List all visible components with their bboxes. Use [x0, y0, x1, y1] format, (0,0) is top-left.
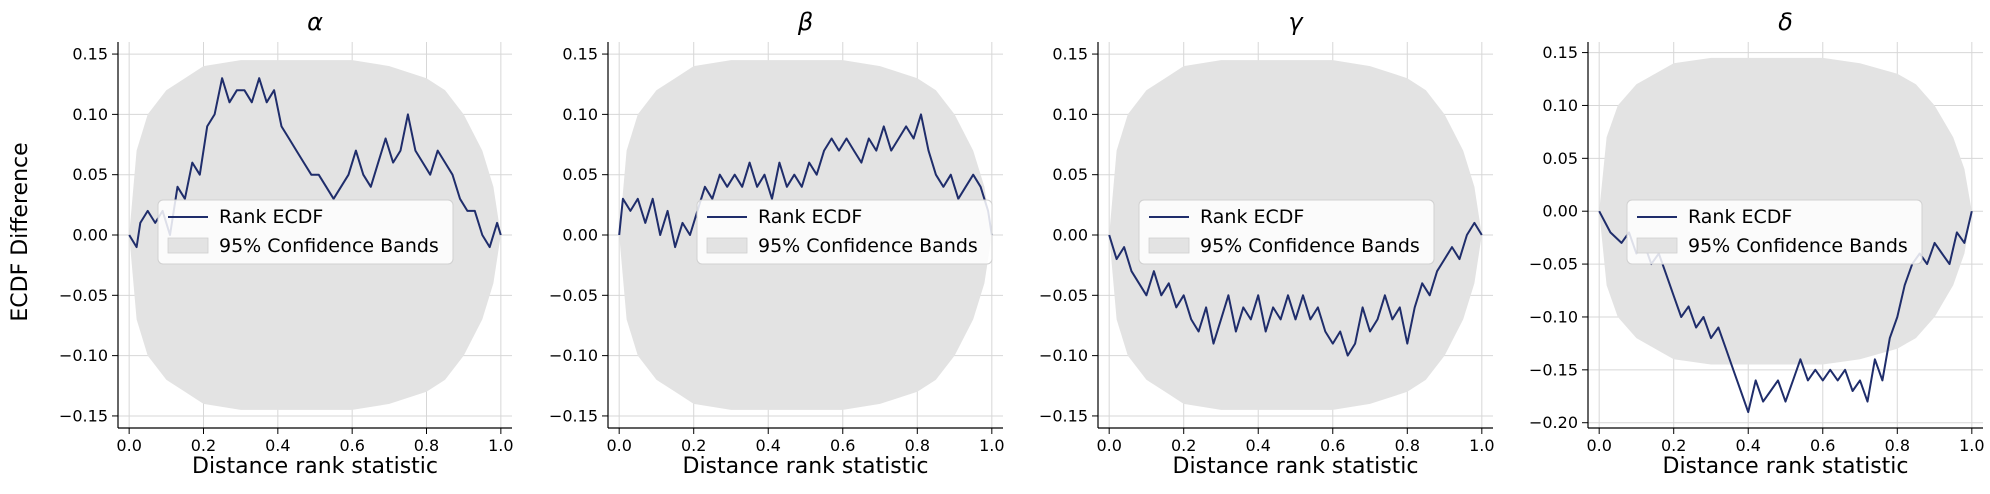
- rank-ecdf-line: [1598, 210, 1973, 414]
- x-tick-label: 0.4: [1246, 436, 1271, 455]
- subplot-title: δ: [1778, 8, 1793, 36]
- legend-box: [1626, 199, 1923, 265]
- y-tick-label: 0.15: [72, 45, 108, 64]
- y-tick-label: −0.10: [59, 346, 108, 365]
- x-tick-label: 0.0: [116, 436, 141, 455]
- x-tick-label: 0.4: [265, 436, 290, 455]
- x-tick-label: 0.4: [756, 436, 781, 455]
- y-tick-label: −0.05: [549, 286, 598, 305]
- subplot-beta: 0.0 0.2 0.4 0.6 0.8 1.0 −0.15 −0.10 −0.05 0.00 0.0…: [549, 8, 1005, 479]
- legend-label-confidence-bands: 95% Confidence Bands: [758, 235, 978, 257]
- subplot-title: γ: [1288, 8, 1304, 36]
- y-tick-label: 0.15: [1542, 43, 1578, 62]
- shared-y-axis-label: ECDF Difference: [8, 142, 33, 321]
- x-tick-label: 0.4: [1736, 436, 1761, 455]
- subplot-delta: 0.0 0.2 0.4 0.6 0.8 1.0 −0.20 −0.15 −0.10 −0.05 0.…: [1529, 8, 1985, 479]
- legend: Rank ECDF 95% Confidence Bands: [1138, 199, 1435, 265]
- x-tick-label: 1.0: [1959, 436, 1984, 455]
- legend: Rank ECDF 95% Confidence Bands: [157, 199, 454, 265]
- x-tick-label: 0.8: [1885, 436, 1910, 455]
- y-tick-label: −0.05: [1529, 255, 1578, 274]
- x-axis-label: Distance rank statistic: [683, 454, 929, 479]
- x-tick-label: 0.0: [1096, 436, 1121, 455]
- y-tick-label: −0.15: [1039, 406, 1088, 425]
- rank-ecdf-line: [128, 77, 502, 249]
- legend-label-rank-ecdf: Rank ECDF: [219, 206, 323, 228]
- legend-band-swatch: [1148, 237, 1190, 254]
- y-tick-label: −0.15: [549, 406, 598, 425]
- y-tick-label: 0.05: [72, 165, 108, 184]
- x-tick-label: 0.2: [1171, 436, 1196, 455]
- x-tick-label: 0.6: [339, 436, 364, 455]
- y-tick-label: −0.15: [1529, 360, 1578, 379]
- x-tick-label: 0.6: [1810, 436, 1835, 455]
- legend-box: [157, 199, 454, 265]
- legend-label-confidence-bands: 95% Confidence Bands: [1688, 235, 1908, 257]
- legend-box: [1138, 199, 1435, 265]
- x-tick-label: 0.2: [681, 436, 706, 455]
- legend: Rank ECDF 95% Confidence Bands: [696, 199, 993, 265]
- y-tick-label: −0.20: [1529, 413, 1578, 432]
- y-tick-label: −0.05: [1039, 286, 1088, 305]
- y-tick-label: 0.05: [562, 165, 598, 184]
- x-tick-label: 0.8: [1395, 436, 1420, 455]
- legend-label-confidence-bands: 95% Confidence Bands: [219, 235, 439, 257]
- x-axis-label: Distance rank statistic: [1663, 454, 1909, 479]
- y-tick-label: 0.05: [1542, 149, 1578, 168]
- x-tick-label: 0.0: [606, 436, 631, 455]
- x-tick-label: 0.8: [905, 436, 930, 455]
- rank-ecdf-line: [1108, 221, 1483, 357]
- x-tick-label: 0.0: [1586, 436, 1611, 455]
- y-tick-label: 0.10: [1542, 96, 1578, 115]
- legend-band-swatch: [1636, 237, 1678, 254]
- legend-box: [696, 199, 993, 265]
- y-tick-label: 0.00: [562, 226, 598, 245]
- subplot-title: β: [797, 8, 813, 36]
- subplot-gamma: 0.0 0.2 0.4 0.6 0.8 1.0 −0.15 −0.10 −0.05 0.00 0.0…: [1039, 8, 1495, 479]
- y-tick-label: 0.00: [72, 226, 108, 245]
- y-tick-label: 0.00: [1542, 202, 1578, 221]
- y-tick-label: 0.10: [1052, 105, 1088, 124]
- y-tick-label: 0.00: [1052, 226, 1088, 245]
- x-tick-label: 0.6: [830, 436, 855, 455]
- subplot-alpha: 0.0 0.2 0.4 0.6 0.8 1.0 −0.15 −0.10 −0.05 0.00 0.0…: [59, 8, 514, 479]
- x-tick-label: 0.2: [1661, 436, 1686, 455]
- legend-band-swatch: [706, 237, 748, 254]
- y-tick-label: 0.15: [1052, 45, 1088, 64]
- y-tick-label: −0.10: [549, 346, 598, 365]
- legend-label-confidence-bands: 95% Confidence Bands: [1200, 235, 1420, 257]
- y-tick-label: 0.10: [72, 105, 108, 124]
- y-tick-label: 0.05: [1052, 165, 1088, 184]
- subplot-title: α: [307, 8, 323, 36]
- x-tick-label: 0.2: [191, 436, 216, 455]
- y-tick-label: −0.10: [1039, 346, 1088, 365]
- x-tick-label: 0.8: [414, 436, 439, 455]
- y-tick-label: −0.10: [1529, 307, 1578, 326]
- x-tick-label: 1.0: [1469, 436, 1494, 455]
- y-tick-label: −0.05: [59, 286, 108, 305]
- rank-ecdf-line: [618, 113, 993, 249]
- legend-label-rank-ecdf: Rank ECDF: [1200, 206, 1304, 228]
- y-tick-label: −0.15: [59, 406, 108, 425]
- legend-label-rank-ecdf: Rank ECDF: [1688, 206, 1792, 228]
- y-tick-label: 0.10: [562, 105, 598, 124]
- x-tick-label: 0.6: [1320, 436, 1345, 455]
- x-axis-label: Distance rank statistic: [192, 454, 438, 479]
- x-tick-label: 1.0: [979, 436, 1004, 455]
- legend-band-swatch: [167, 237, 209, 254]
- legend-label-rank-ecdf: Rank ECDF: [758, 206, 862, 228]
- y-tick-label: 0.15: [562, 45, 598, 64]
- x-tick-label: 1.0: [488, 436, 513, 455]
- x-axis-label: Distance rank statistic: [1173, 454, 1419, 479]
- legend: Rank ECDF 95% Confidence Bands: [1626, 199, 1923, 265]
